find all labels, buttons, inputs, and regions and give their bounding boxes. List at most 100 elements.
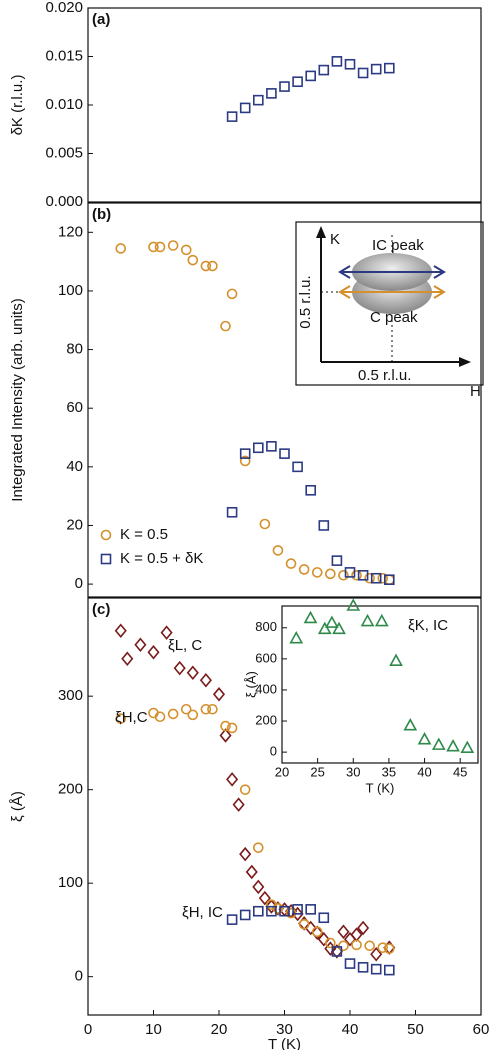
marker — [318, 912, 330, 924]
marker — [121, 651, 134, 667]
x-tick-label: 35 — [382, 764, 396, 779]
legend-marker — [100, 553, 112, 565]
annotation: 0.5 r.l.u. — [358, 367, 411, 384]
marker — [154, 711, 166, 723]
y-tick-label: 100 — [58, 282, 83, 299]
marker — [226, 506, 238, 518]
marker — [325, 937, 336, 949]
x-tick-label: 0 — [84, 1021, 92, 1038]
marker — [357, 67, 369, 79]
x-tick-label: 50 — [407, 1021, 424, 1038]
y-tick-label: 60 — [66, 399, 83, 416]
marker — [160, 625, 173, 640]
marker — [377, 942, 389, 953]
marker — [239, 909, 251, 921]
y-tick-label: 0 — [270, 744, 277, 759]
marker — [332, 621, 346, 635]
y-tick-label: 100 — [58, 874, 83, 891]
marker — [167, 708, 179, 720]
x-axis-label: T (K) — [268, 1036, 301, 1050]
marker — [115, 243, 127, 254]
annotation: ξL, C — [168, 637, 202, 654]
annotation: 0.5 r.l.u. — [297, 275, 314, 328]
marker — [305, 70, 317, 82]
x-tick-label: 25 — [310, 764, 324, 779]
marker — [370, 63, 382, 75]
marker — [212, 687, 226, 702]
annotation: ξH,C — [115, 709, 148, 726]
marker — [351, 570, 362, 581]
plot-frame — [281, 605, 479, 764]
panel-label: (b) — [92, 206, 111, 223]
y-tick-label: 0 — [75, 575, 83, 592]
marker — [389, 653, 403, 666]
x-tick-label: 60 — [473, 1021, 490, 1038]
marker — [351, 939, 362, 951]
y-tick-label: 600 — [255, 650, 277, 665]
marker — [331, 555, 343, 566]
marker — [266, 88, 277, 99]
marker — [226, 111, 238, 122]
marker — [226, 722, 238, 734]
marker — [311, 926, 323, 938]
y-tick-label: 80 — [66, 341, 83, 358]
y-tick-label: 0.005 — [45, 144, 83, 161]
y-tick-label: 40 — [66, 458, 83, 475]
marker — [318, 520, 330, 531]
marker — [187, 254, 199, 266]
marker — [253, 905, 264, 917]
inset-schematic — [295, 221, 484, 386]
marker — [383, 62, 395, 74]
y-tick-label: 0 — [75, 968, 83, 985]
y-axis-label: ξ (Å) — [243, 671, 258, 698]
marker — [318, 64, 330, 76]
marker — [460, 740, 475, 754]
marker — [292, 461, 303, 473]
y-tick-label: 0.010 — [45, 96, 83, 113]
marker — [239, 784, 251, 795]
marker — [337, 924, 350, 940]
marker — [226, 914, 238, 925]
marker — [239, 102, 251, 114]
arrowhead — [316, 226, 326, 238]
marker — [220, 320, 231, 332]
marker — [115, 713, 127, 724]
marker — [279, 448, 290, 459]
marker — [291, 906, 304, 922]
marker — [186, 665, 199, 681]
marker — [364, 572, 375, 584]
x-tick-label: 40 — [342, 1021, 359, 1038]
legend-label: K = 0.5 — [120, 526, 168, 543]
marker — [305, 484, 317, 496]
marker — [417, 732, 432, 745]
marker — [317, 932, 330, 947]
marker — [167, 240, 179, 251]
panel-label: (a) — [92, 11, 110, 28]
marker — [317, 621, 332, 635]
arrowhead — [459, 357, 471, 367]
marker — [325, 568, 336, 580]
marker — [226, 288, 238, 300]
marker — [383, 574, 395, 586]
marker — [147, 644, 160, 660]
annotation: H — [470, 383, 481, 400]
x-tick-label: 20 — [211, 1021, 228, 1038]
y-tick-label: 120 — [58, 223, 83, 240]
marker — [252, 879, 265, 895]
marker — [374, 613, 389, 627]
annotation: C peak — [370, 309, 418, 326]
marker — [226, 772, 239, 787]
legend-marker — [100, 529, 112, 541]
marker — [331, 56, 343, 67]
marker — [207, 703, 218, 715]
y-tick-label: 400 — [255, 681, 277, 696]
marker — [173, 660, 186, 676]
marker — [114, 623, 127, 638]
marker — [239, 448, 251, 459]
marker — [207, 260, 218, 272]
marker — [357, 920, 370, 936]
marker — [370, 946, 383, 962]
marker — [239, 455, 251, 467]
legend-label: K = 0.5 + δK — [120, 550, 203, 567]
marker — [180, 703, 192, 715]
